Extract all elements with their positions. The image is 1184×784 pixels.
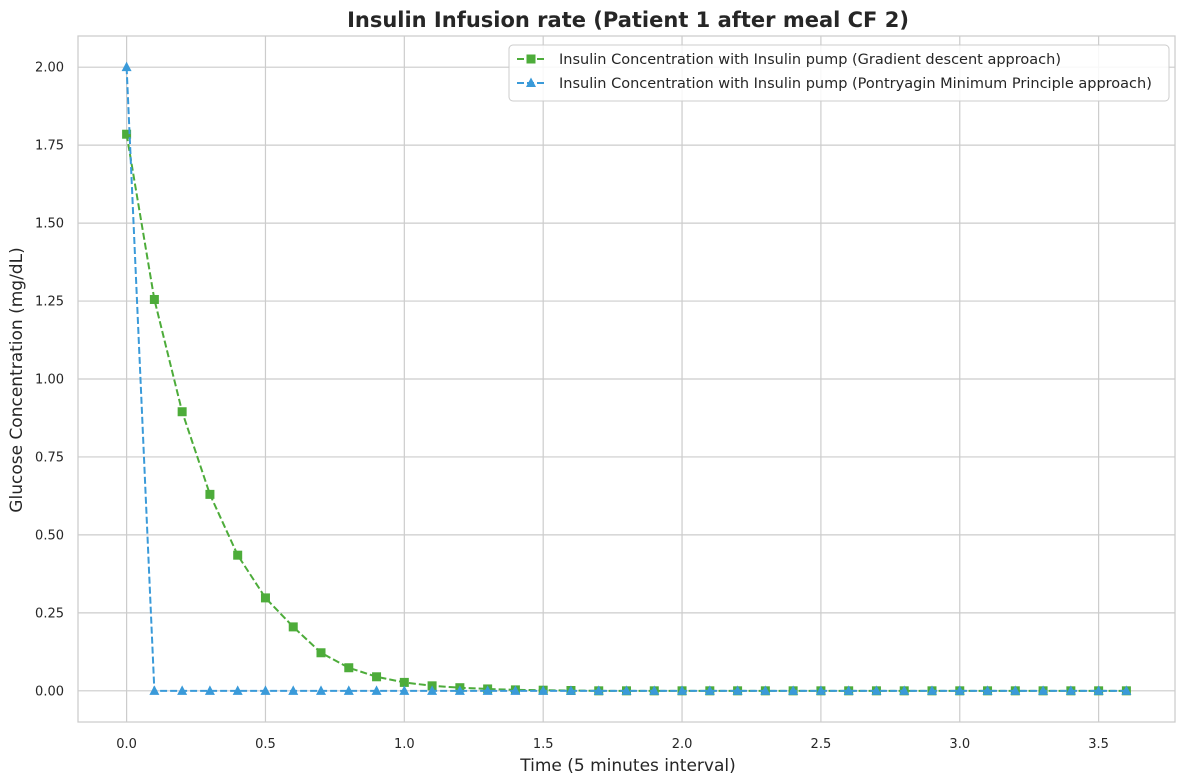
series-2-point	[760, 685, 771, 695]
series-1-point	[205, 489, 215, 499]
series-1-point	[399, 677, 409, 687]
series-2-point	[399, 685, 410, 695]
series-2-point	[732, 685, 743, 695]
series-1-point	[149, 294, 159, 304]
series-2-point	[815, 685, 826, 695]
x-tick-label: 3.0	[949, 737, 970, 752]
legend-label: Insulin Concentration with Insulin pump …	[559, 52, 1061, 68]
series-1-point	[177, 407, 187, 417]
series-2-point	[204, 685, 215, 695]
series-2-point	[1010, 685, 1021, 695]
series-2-point	[482, 685, 493, 695]
series-1-point	[372, 672, 382, 682]
series-1	[122, 129, 1131, 696]
series-2-point	[649, 685, 660, 695]
series-2-point	[288, 685, 299, 695]
series-1-point	[316, 648, 326, 658]
series-2-point	[954, 685, 965, 695]
series-1-point	[260, 593, 270, 603]
legend-item: Insulin Concentration with Insulin pump …	[517, 76, 1152, 92]
y-axis-label: Glucose Concentration (mg/dL)	[7, 247, 27, 512]
series-2-point	[343, 685, 354, 695]
series-1-point	[344, 663, 354, 673]
series-2-point	[260, 685, 271, 695]
y-tick-label: 0.00	[35, 684, 64, 699]
series-2	[121, 61, 1132, 695]
series-2-point	[121, 61, 132, 72]
chart-title: Insulin Infusion rate (Patient 1 after m…	[347, 8, 909, 32]
series-2-point	[704, 685, 715, 695]
series-1-point	[233, 550, 243, 560]
y-tick-label: 0.75	[35, 450, 64, 465]
series-2-point	[232, 685, 243, 695]
series-2-point	[1093, 685, 1104, 695]
series-2-point	[371, 685, 382, 695]
data-series	[121, 61, 1132, 696]
series-2-point	[316, 685, 327, 695]
x-tick-label: 2.5	[811, 737, 832, 752]
series-2-point	[454, 685, 465, 695]
series-2-point	[593, 685, 604, 695]
legend-marker-swatch	[526, 54, 536, 64]
y-tick-label: 1.75	[35, 139, 64, 154]
y-tick-label: 1.50	[35, 217, 64, 232]
grid-lines	[78, 36, 1175, 722]
series-2-point	[1065, 685, 1076, 695]
series-1-line	[125, 134, 1127, 692]
series-2-point	[1121, 685, 1132, 695]
x-tick-label: 3.5	[1088, 737, 1109, 752]
x-tick-label: 2.0	[672, 737, 693, 752]
series-2-point	[871, 685, 882, 695]
series-2-point	[149, 685, 160, 695]
series-2-point	[177, 685, 188, 695]
legend-box	[508, 44, 1170, 102]
series-1-point	[288, 622, 298, 632]
y-tick-label: 0.25	[35, 606, 64, 621]
series-2-point	[788, 685, 799, 695]
series-2-point	[982, 685, 993, 695]
series-2-point	[899, 685, 910, 695]
x-axis-label: Time (5 minutes interval)	[519, 756, 736, 776]
y-tick-label: 0.50	[35, 528, 64, 543]
y-tick-label: 1.25	[35, 295, 64, 310]
x-tick-label: 1.0	[394, 737, 415, 752]
x-tick-label: 0.5	[255, 737, 276, 752]
series-2-point	[677, 685, 688, 695]
plot-area-frame	[77, 35, 1176, 723]
series-2-point	[538, 685, 549, 695]
series-1-point	[122, 129, 132, 139]
legend-label: Insulin Concentration with Insulin pump …	[559, 76, 1152, 92]
legend-marker-swatch	[526, 77, 536, 87]
series-2-point	[843, 685, 854, 695]
legend-item: Insulin Concentration with Insulin pump …	[517, 52, 1061, 68]
series-2-point	[1038, 685, 1049, 695]
x-tick-label: 0.0	[116, 737, 137, 752]
series-2-point	[510, 685, 521, 695]
x-tick-label: 1.5	[533, 737, 554, 752]
series-2-point	[621, 685, 632, 695]
y-tick-label: 1.00	[35, 373, 64, 388]
series-2-point	[427, 685, 438, 695]
y-tick-label: 2.00	[35, 61, 64, 76]
tick-labels: 0.0 0.5 1.0 1.5 2.0 2.5 3.0 3.5 0.00 0.25 0.50 0.75…	[35, 61, 1109, 752]
series-2-point	[565, 685, 576, 695]
legend: Insulin Concentration with Insulin pump …	[508, 44, 1170, 102]
series-2-point	[926, 685, 937, 695]
